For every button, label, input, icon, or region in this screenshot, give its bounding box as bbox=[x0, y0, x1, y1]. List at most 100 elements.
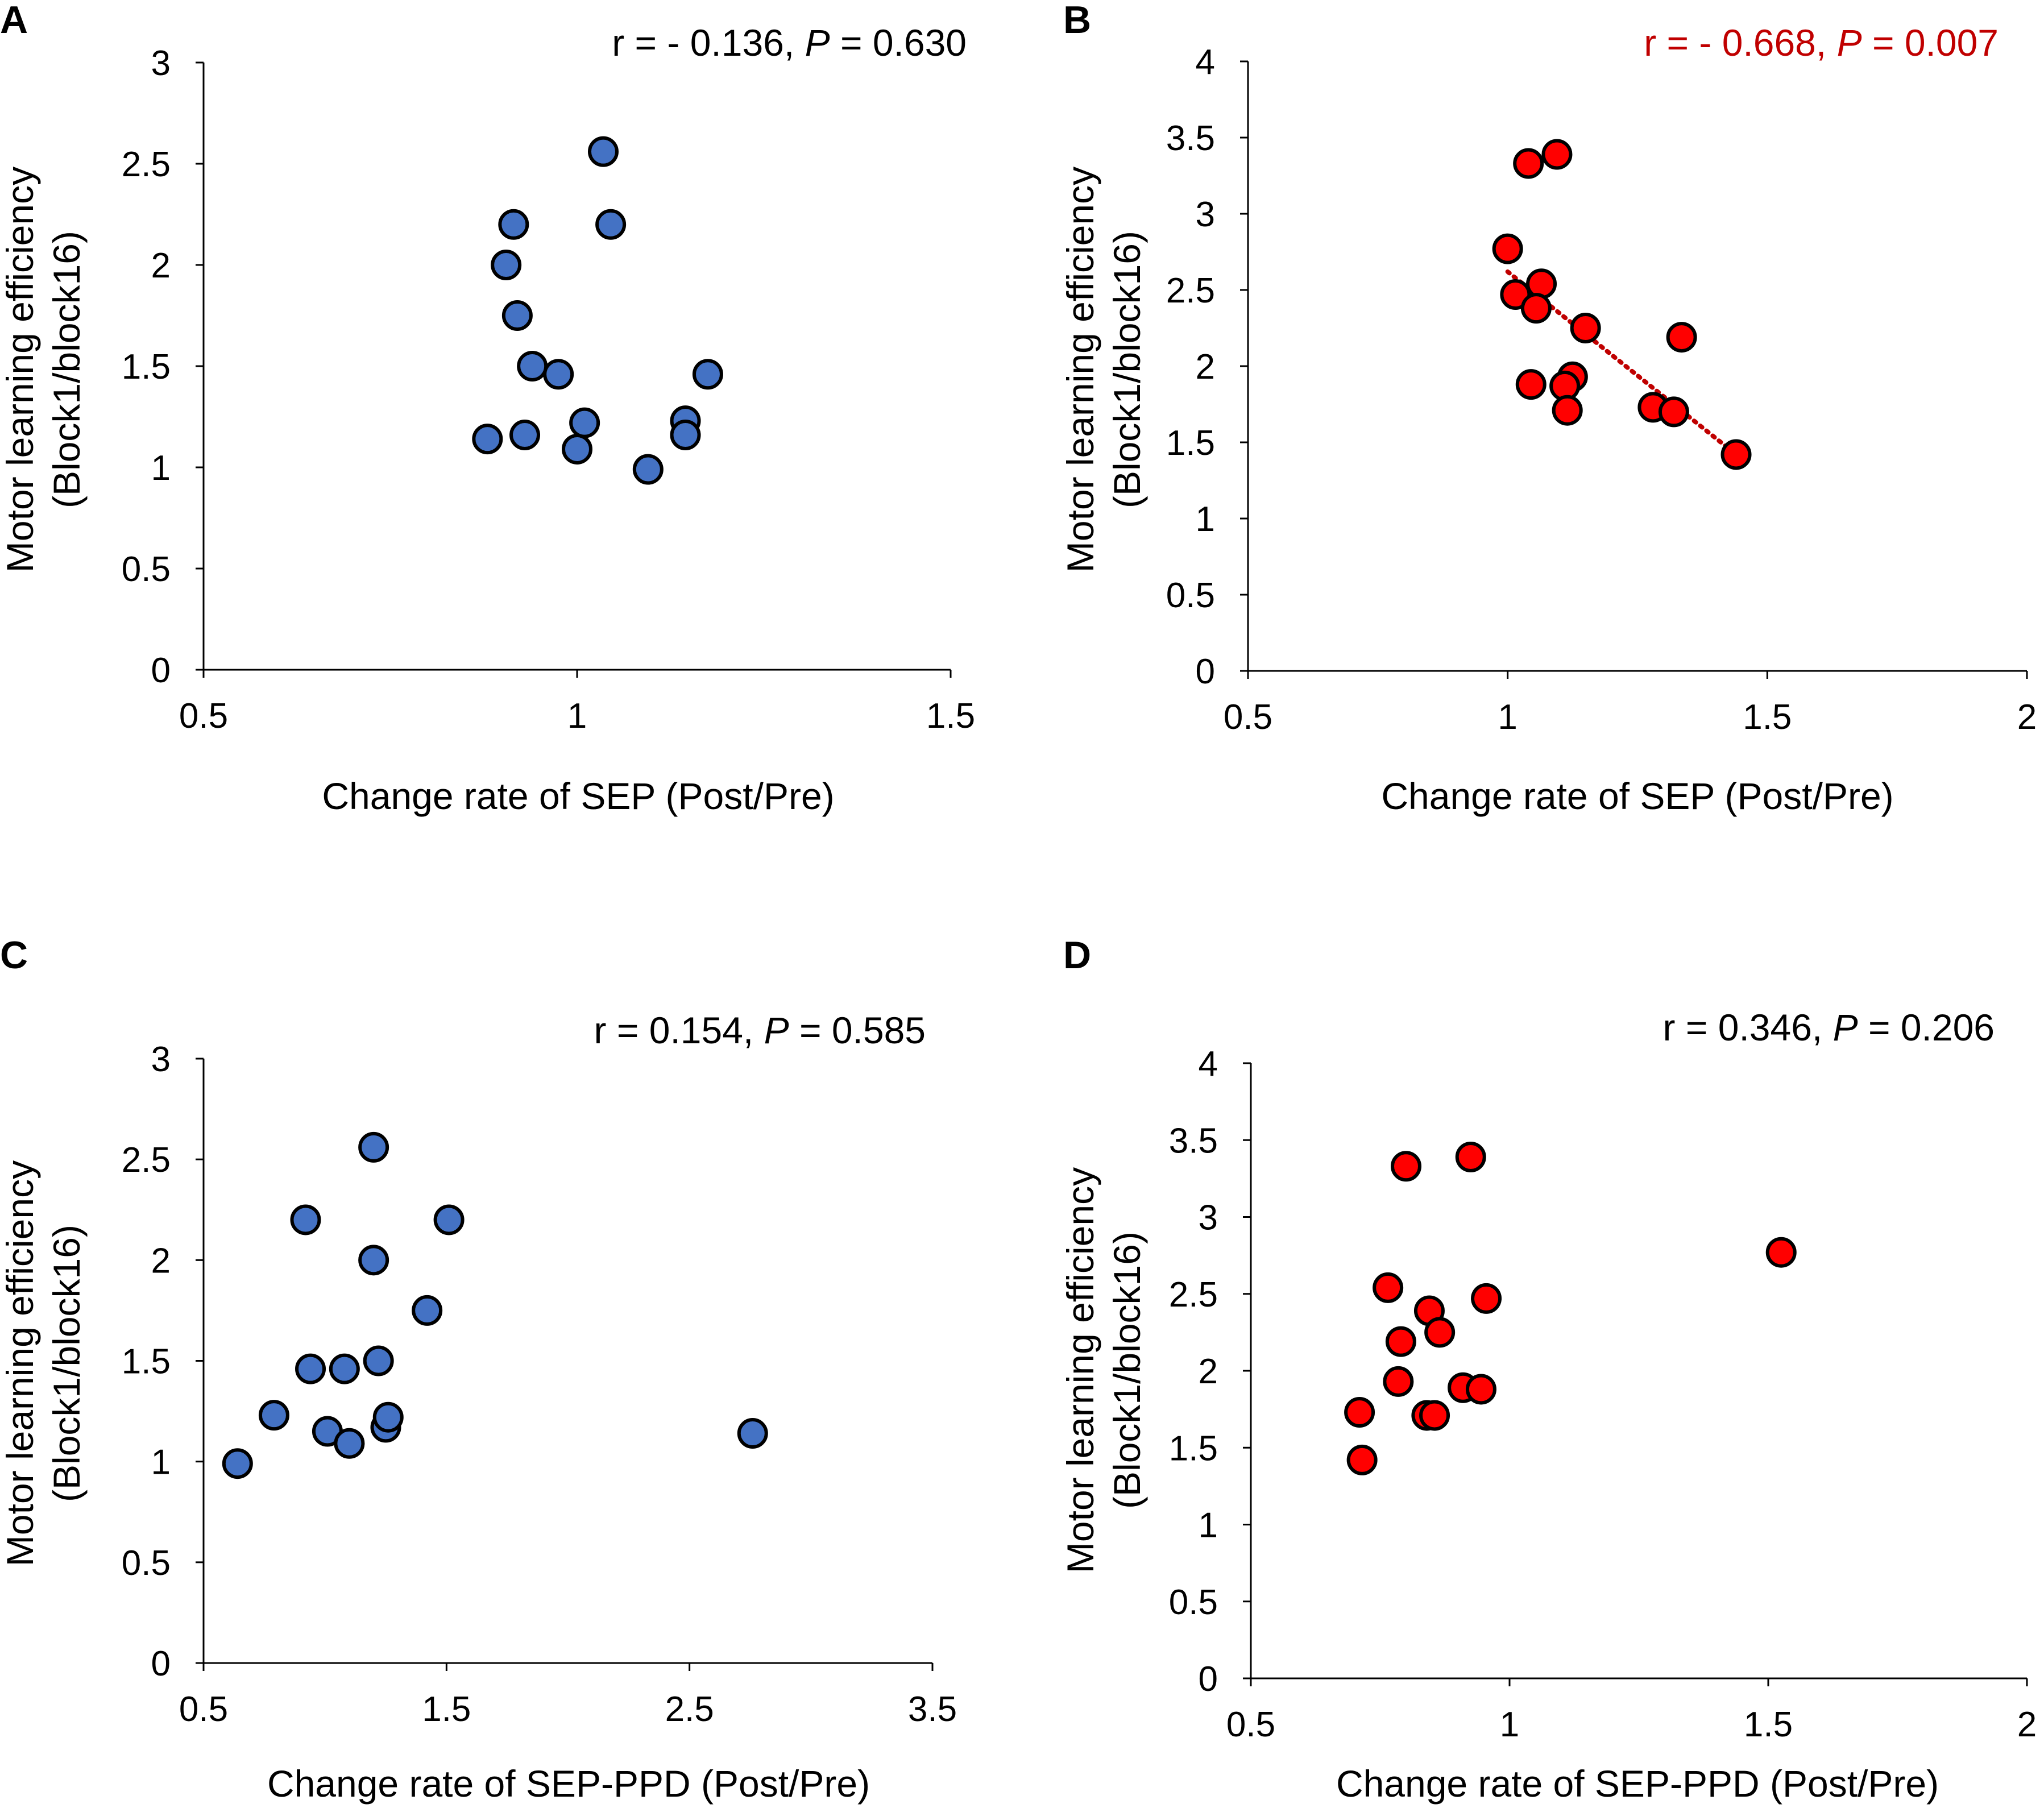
data-point bbox=[290, 1204, 321, 1235]
y-tick-label: 1.5 bbox=[122, 347, 171, 387]
data-point bbox=[1541, 139, 1573, 170]
y-axis-label-line2: (Block1/block16) bbox=[1106, 231, 1148, 508]
stat-suffix: = 0.585 bbox=[789, 1009, 926, 1051]
data-point bbox=[1346, 1444, 1378, 1475]
x-tick-label: 2.5 bbox=[665, 1690, 714, 1729]
data-point bbox=[509, 420, 541, 451]
x-tick-label: 1 bbox=[1500, 1705, 1519, 1744]
y-tick-label: 2 bbox=[151, 1241, 171, 1280]
data-point bbox=[1666, 322, 1697, 353]
x-tick-label: 2 bbox=[2017, 698, 2037, 737]
data-point bbox=[222, 1448, 253, 1479]
data-point bbox=[1424, 1317, 1456, 1348]
data-point bbox=[372, 1401, 404, 1433]
y-tick-label: 0.5 bbox=[122, 550, 171, 589]
y-tick-label: 3.5 bbox=[1169, 1121, 1218, 1160]
panel-letter-d: D bbox=[1063, 934, 1091, 977]
data-point bbox=[258, 1400, 289, 1431]
stat-suffix: = 0.206 bbox=[1858, 1006, 1995, 1048]
data-point bbox=[295, 1353, 326, 1384]
stat-p: P bbox=[1837, 22, 1862, 64]
panel-d: D r = 0.346, P = 0.206 Motor learning ef… bbox=[1059, 934, 2037, 1805]
y-tick-label: 1.5 bbox=[1169, 1429, 1218, 1468]
y-axis-label-line2: (Block1/block16) bbox=[45, 1225, 88, 1502]
data-point bbox=[1492, 233, 1523, 264]
y-tick-label: 1.5 bbox=[122, 1342, 171, 1382]
y-tick-label: 0 bbox=[1199, 1660, 1218, 1699]
y-tick-label: 2 bbox=[1199, 1352, 1218, 1391]
data-point bbox=[632, 454, 664, 485]
data-point bbox=[412, 1295, 443, 1326]
stat-prefix: r = 0.346, bbox=[1663, 1006, 1833, 1048]
data-point bbox=[1383, 1366, 1414, 1397]
x-axis-label: Change rate of SEP (Post/Pre) bbox=[1381, 775, 1893, 817]
data-point bbox=[670, 420, 701, 451]
data-point bbox=[433, 1204, 465, 1235]
panel-letter-b: B bbox=[1063, 0, 1091, 42]
y-tick-label: 0.5 bbox=[122, 1544, 171, 1583]
x-tick-label: 0.5 bbox=[179, 1690, 228, 1729]
x-tick-label: 2 bbox=[2017, 1705, 2037, 1744]
y-tick-label: 4 bbox=[1199, 1044, 1218, 1084]
y-tick-label: 1 bbox=[1196, 500, 1215, 539]
x-tick-label: 1.5 bbox=[422, 1690, 471, 1729]
data-point bbox=[1344, 1397, 1375, 1428]
y-tick-label: 3 bbox=[151, 1040, 171, 1079]
y-tick-label: 2 bbox=[151, 246, 171, 285]
x-tick-label: 1 bbox=[1498, 698, 1517, 737]
y-axis-label-line1: Motor learning efficiency bbox=[0, 167, 41, 573]
data-point bbox=[562, 433, 592, 465]
y-axis-label-line1: Motor learning efficiency bbox=[1059, 1167, 1101, 1573]
data-point bbox=[692, 359, 723, 390]
y-tick-label: 0 bbox=[151, 651, 171, 690]
data-point bbox=[517, 351, 548, 381]
y-tick-label: 2.5 bbox=[122, 1141, 171, 1180]
y-tick-label: 2.5 bbox=[1169, 1275, 1218, 1314]
y-axis-label-line1: Motor learning efficiency bbox=[1059, 167, 1101, 573]
y-tick-label: 0 bbox=[151, 1644, 171, 1683]
data-point bbox=[472, 424, 503, 455]
data-point bbox=[1455, 1142, 1486, 1173]
panel-c: C r = 0.154, P = 0.585 Motor learning ef… bbox=[0, 934, 957, 1805]
data-point bbox=[329, 1353, 360, 1384]
stat-prefix: r = - 0.136, bbox=[612, 22, 805, 64]
data-point bbox=[498, 209, 529, 240]
stat-text-b: r = - 0.668, P = 0.007 bbox=[1644, 22, 1999, 64]
panel-a: A r = - 0.136, P = 0.630 Motor learning … bbox=[0, 0, 975, 817]
data-point bbox=[543, 359, 574, 390]
data-point bbox=[1570, 313, 1601, 343]
stat-text-d: r = 0.346, P = 0.206 bbox=[1663, 1006, 1995, 1048]
stat-suffix: = 0.007 bbox=[1862, 22, 1999, 64]
panel-letter-a: A bbox=[0, 0, 28, 42]
x-tick-label: 1.5 bbox=[926, 696, 975, 736]
data-point bbox=[1385, 1326, 1416, 1357]
stat-p: P bbox=[805, 22, 830, 64]
data-point bbox=[1526, 268, 1557, 300]
data-point bbox=[358, 1245, 389, 1276]
data-point bbox=[595, 209, 627, 240]
stat-p: P bbox=[1833, 1006, 1858, 1048]
stat-text-a: r = - 0.136, P = 0.630 bbox=[612, 22, 967, 64]
y-tick-label: 2 bbox=[1196, 347, 1215, 387]
data-point bbox=[363, 1345, 394, 1376]
y-tick-label: 4 bbox=[1196, 43, 1215, 82]
data-point bbox=[587, 136, 619, 167]
stat-suffix: = 0.630 bbox=[830, 22, 967, 64]
data-point bbox=[1520, 293, 1552, 324]
x-tick-label: 1.5 bbox=[1743, 698, 1792, 737]
data-point bbox=[737, 1418, 768, 1449]
x-axis-label: Change rate of SEP-PPD (Post/Pre) bbox=[1336, 1763, 1939, 1805]
data-point bbox=[501, 300, 533, 331]
data-point bbox=[1500, 279, 1531, 310]
y-tick-label: 3.5 bbox=[1166, 119, 1215, 158]
stat-prefix: r = - 0.668, bbox=[1644, 22, 1836, 64]
y-tick-label: 2.5 bbox=[122, 145, 171, 184]
data-point bbox=[1391, 1151, 1421, 1182]
x-tick-label: 1 bbox=[567, 696, 587, 736]
panel-b: B r = - 0.668, P = 0.007 Motor learning … bbox=[1059, 0, 2037, 817]
y-tick-label: 1 bbox=[151, 449, 171, 488]
data-point bbox=[1419, 1400, 1450, 1431]
y-tick-label: 1 bbox=[151, 1443, 171, 1482]
y-tick-label: 1.5 bbox=[1166, 424, 1215, 463]
